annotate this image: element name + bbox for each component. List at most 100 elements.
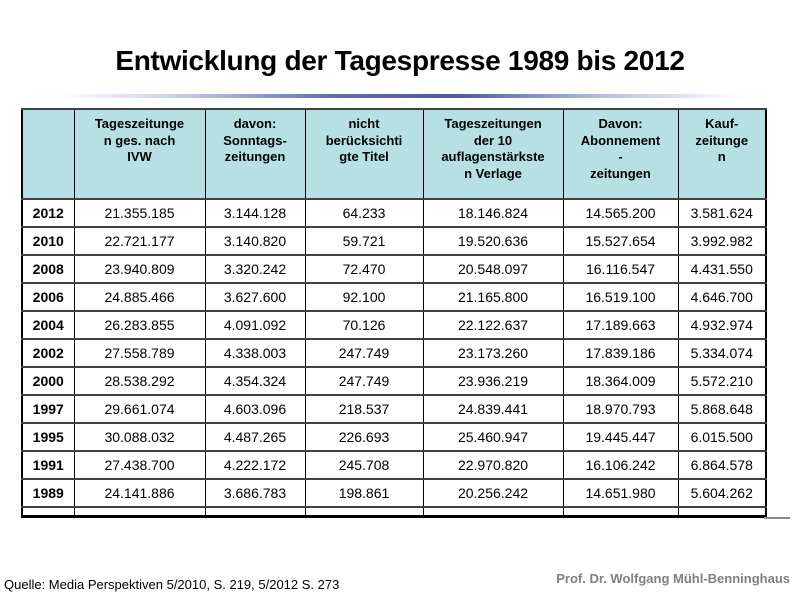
column-header: Tageszeitunge n ges. nach IVW bbox=[73, 108, 206, 200]
value-cell: 4.091.092 bbox=[204, 310, 306, 340]
empty-cell bbox=[677, 506, 767, 518]
page-title: Entwicklung der Tagespresse 1989 bis 201… bbox=[115, 45, 685, 76]
value-cell: 4.646.700 bbox=[677, 282, 767, 312]
value-cell: 64.233 bbox=[304, 198, 424, 228]
value-cell: 4.338.003 bbox=[204, 338, 306, 368]
column-header: davon: Sonntags- zeitungen bbox=[204, 108, 306, 200]
value-cell: 18.364.009 bbox=[562, 366, 679, 396]
value-cell: 3.581.624 bbox=[677, 198, 767, 228]
value-cell: 24.141.886 bbox=[73, 478, 206, 508]
year-cell: 2010 bbox=[21, 226, 75, 256]
empty-cell bbox=[204, 506, 306, 518]
value-cell: 226.693 bbox=[304, 422, 424, 452]
value-cell: 18.146.824 bbox=[422, 198, 564, 228]
value-cell: 92.100 bbox=[304, 282, 424, 312]
column-header: Davon: Abonnement - zeitungen bbox=[562, 108, 679, 200]
press-table-body: 2012 21.355.185 3.144.128 64.233 18.146.824 1… bbox=[21, 198, 767, 518]
column-header: Kauf- zeitunge n bbox=[677, 108, 767, 200]
value-cell: 245.708 bbox=[304, 450, 424, 480]
year-cell: 1995 bbox=[21, 422, 75, 452]
table-row: 2008 23.940.809 3.320.242 72.470 20.548.097 1… bbox=[21, 254, 767, 284]
table-row: 1991 27.438.700 4.222.172 245.708 22.970.820… bbox=[21, 450, 767, 480]
value-cell: 21.355.185 bbox=[73, 198, 206, 228]
header-row: Tageszeitunge n ges. nach IVW davon: Sonn… bbox=[21, 108, 767, 200]
value-cell: 3.686.783 bbox=[204, 478, 306, 508]
year-cell: 2012 bbox=[21, 198, 75, 228]
empty-cell bbox=[422, 506, 564, 518]
value-cell: 247.749 bbox=[304, 366, 424, 396]
table-row: 2000 28.538.292 4.354.324 247.749 23.936.219… bbox=[21, 366, 767, 396]
value-cell: 14.651.980 bbox=[562, 478, 679, 508]
value-cell: 19.520.636 bbox=[422, 226, 564, 256]
table-row: 2004 26.283.855 4.091.092 70.126 22.122.637 1… bbox=[21, 310, 767, 340]
value-cell: 23.936.219 bbox=[422, 366, 564, 396]
value-cell: 25.460.947 bbox=[422, 422, 564, 452]
table-row: 2006 24.885.466 3.627.600 92.100 21.165.800 1… bbox=[21, 282, 767, 312]
value-cell: 247.749 bbox=[304, 338, 424, 368]
value-cell: 4.603.096 bbox=[204, 394, 306, 424]
value-cell: 4.431.550 bbox=[677, 254, 767, 284]
empty-cell bbox=[21, 506, 75, 518]
value-cell: 4.222.172 bbox=[204, 450, 306, 480]
year-cell: 1997 bbox=[21, 394, 75, 424]
table-row: 2002 27.558.789 4.338.003 247.749 23.173.260… bbox=[21, 338, 767, 368]
value-cell: 14.565.200 bbox=[562, 198, 679, 228]
year-cell: 1989 bbox=[21, 478, 75, 508]
table-row: 1995 30.088.032 4.487.265 226.693 25.460.947… bbox=[21, 422, 767, 452]
press-table: Tageszeitunge n ges. nach IVW davon: Sonn… bbox=[21, 108, 767, 518]
value-cell: 22.721.177 bbox=[73, 226, 206, 256]
value-cell: 22.970.820 bbox=[422, 450, 564, 480]
value-cell: 4.487.265 bbox=[204, 422, 306, 452]
value-cell: 26.283.855 bbox=[73, 310, 206, 340]
press-table-head: Tageszeitunge n ges. nach IVW davon: Sonn… bbox=[21, 108, 767, 200]
value-cell: 20.548.097 bbox=[422, 254, 564, 284]
value-cell: 218.537 bbox=[304, 394, 424, 424]
value-cell: 72.470 bbox=[304, 254, 424, 284]
value-cell: 198.861 bbox=[304, 478, 424, 508]
value-cell: 5.868.648 bbox=[677, 394, 767, 424]
value-cell: 24.885.466 bbox=[73, 282, 206, 312]
value-cell: 17.189.663 bbox=[562, 310, 679, 340]
value-cell: 5.572.210 bbox=[677, 366, 767, 396]
value-cell: 3.320.242 bbox=[204, 254, 306, 284]
value-cell: 27.438.700 bbox=[73, 450, 206, 480]
value-cell: 17.839.186 bbox=[562, 338, 679, 368]
year-cell: 2004 bbox=[21, 310, 75, 340]
year-cell: 2002 bbox=[21, 338, 75, 368]
value-cell: 16.116.547 bbox=[562, 254, 679, 284]
column-header: Tageszeitungen der 10 auflagenstärkste n… bbox=[422, 108, 564, 200]
value-cell: 3.140.820 bbox=[204, 226, 306, 256]
value-cell: 59.721 bbox=[304, 226, 424, 256]
empty-cell bbox=[562, 506, 679, 518]
empty-cell bbox=[304, 506, 424, 518]
value-cell: 4.354.324 bbox=[204, 366, 306, 396]
value-cell: 23.173.260 bbox=[422, 338, 564, 368]
value-cell: 3.144.128 bbox=[204, 198, 306, 228]
value-cell: 5.604.262 bbox=[677, 478, 767, 508]
value-cell: 29.661.074 bbox=[73, 394, 206, 424]
table-row: 1989 24.141.886 3.686.783 198.861 20.256.242… bbox=[21, 478, 767, 508]
year-cell: 2006 bbox=[21, 282, 75, 312]
year-cell: 1991 bbox=[21, 450, 75, 480]
table-row: 2012 21.355.185 3.144.128 64.233 18.146.824 1… bbox=[21, 198, 767, 228]
table-row: 1997 29.661.074 4.603.096 218.537 24.839.441… bbox=[21, 394, 767, 424]
value-cell: 6.864.578 bbox=[677, 450, 767, 480]
value-cell: 30.088.032 bbox=[73, 422, 206, 452]
table-row: 2010 22.721.177 3.140.820 59.721 19.520.636 1… bbox=[21, 226, 767, 256]
title-divider-line bbox=[57, 94, 745, 98]
value-cell: 3.992.982 bbox=[677, 226, 767, 256]
value-cell: 6.015.500 bbox=[677, 422, 767, 452]
value-cell: 15.527.654 bbox=[562, 226, 679, 256]
value-cell: 23.940.809 bbox=[73, 254, 206, 284]
value-cell: 27.558.789 bbox=[73, 338, 206, 368]
value-cell: 20.256.242 bbox=[422, 478, 564, 508]
empty-spacer-row bbox=[21, 506, 767, 518]
author-credit: Prof. Dr. Wolfgang Mühl-Benninghaus bbox=[556, 571, 790, 586]
empty-cell bbox=[73, 506, 206, 518]
source-note: Quelle: Media Perspektiven 5/2010, S. 21… bbox=[4, 577, 340, 592]
press-table-container: Tageszeitunge n ges. nach IVW davon: Sonn… bbox=[21, 108, 767, 518]
value-cell: 70.126 bbox=[304, 310, 424, 340]
value-cell: 22.122.637 bbox=[422, 310, 564, 340]
value-cell: 16.106.242 bbox=[562, 450, 679, 480]
